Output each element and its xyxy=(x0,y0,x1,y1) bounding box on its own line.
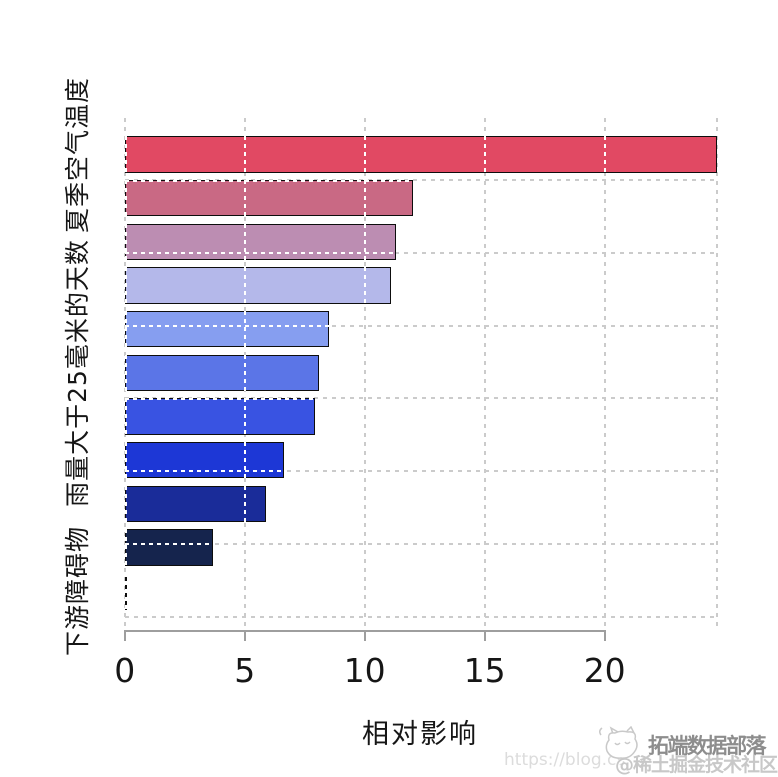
gridline-vertical xyxy=(716,118,718,630)
gridline-horizontal xyxy=(124,615,717,618)
bar-border xyxy=(124,529,214,566)
gridline-vertical-overlay xyxy=(124,398,127,435)
x-tick-label: 15 xyxy=(463,651,506,690)
gridline-vertical-overlay xyxy=(363,136,366,173)
gridline-horizontal-overlay xyxy=(124,251,396,254)
gridline-vertical-overlay xyxy=(243,179,246,217)
gridline-vertical-overlay xyxy=(124,485,127,523)
gridline-horizontal xyxy=(124,179,717,181)
gridline-horizontal xyxy=(124,543,717,545)
bar xyxy=(124,354,320,392)
gridline-vertical-overlay xyxy=(124,441,127,479)
gridline-vertical-overlay xyxy=(243,441,246,479)
y-axis-label: 雨量大于25毫米的天数 xyxy=(63,238,92,507)
gridline-vertical-overlay xyxy=(124,529,127,566)
gridline-vertical-overlay xyxy=(603,136,606,173)
gridline-vertical-overlay xyxy=(363,179,366,217)
gridline-vertical-overlay xyxy=(243,136,246,173)
gridline-horizontal xyxy=(124,470,717,473)
bar-border xyxy=(124,179,413,217)
gridline-vertical-overlay xyxy=(124,179,127,217)
gridline-horizontal-overlay xyxy=(124,179,413,182)
x-tick-mark xyxy=(603,629,606,641)
gridline-horizontal-overlay xyxy=(124,542,214,545)
bar-border xyxy=(124,398,316,435)
bar xyxy=(124,529,214,566)
gridline-vertical xyxy=(483,118,486,630)
gridline-vertical-overlay xyxy=(243,267,246,304)
gridline-vertical-overlay xyxy=(124,223,127,261)
y-axis-label: 夏季空气温度 xyxy=(63,76,92,233)
gridline-horizontal-overlay xyxy=(124,398,316,401)
bar-border xyxy=(124,310,329,348)
gridline-vertical xyxy=(363,118,366,630)
gridline-vertical-overlay xyxy=(483,136,486,173)
bar xyxy=(124,136,718,173)
gridline-vertical-overlay xyxy=(243,354,246,392)
gridline-vertical-overlay xyxy=(124,136,127,173)
gridline-vertical-overlay xyxy=(363,267,366,304)
gridline-vertical xyxy=(603,118,606,630)
gridline-horizontal-overlay xyxy=(124,470,285,473)
gridline-vertical-overlay xyxy=(124,573,127,610)
bar-border xyxy=(124,267,392,304)
y-axis-label: 下游障碍物 xyxy=(63,526,92,657)
x-tick-mark xyxy=(483,629,486,641)
gridline-horizontal xyxy=(124,251,717,254)
gridline-vertical-overlay xyxy=(124,310,127,348)
gridline-vertical-overlay xyxy=(243,485,246,523)
x-tick-mark xyxy=(363,629,366,641)
gridline-vertical-overlay xyxy=(243,398,246,435)
bar-border xyxy=(124,223,396,261)
x-tick-label: 10 xyxy=(343,651,386,690)
x-tick-label: 0 xyxy=(114,651,136,690)
x-tick-mark xyxy=(123,629,126,641)
bar xyxy=(124,310,329,348)
gridline-vertical-overlay xyxy=(124,354,127,392)
gridline-horizontal xyxy=(124,397,717,400)
gridline-vertical-overlay xyxy=(124,267,127,304)
x-tick-label: 20 xyxy=(583,651,626,690)
x-tick-mark xyxy=(243,629,246,641)
bar xyxy=(124,179,413,217)
bar xyxy=(124,573,128,610)
bar xyxy=(124,267,392,304)
bar-border xyxy=(124,441,285,479)
x-tick-label: 5 xyxy=(234,651,256,690)
gridline-vertical-overlay xyxy=(363,223,366,261)
bar xyxy=(124,398,316,435)
bar-border xyxy=(124,354,320,392)
gridline-vertical-overlay xyxy=(243,310,246,348)
gridline-horizontal xyxy=(124,324,717,327)
x-axis-title: 相对影响 xyxy=(362,719,478,750)
bar xyxy=(124,223,396,261)
gridline-horizontal-overlay xyxy=(124,324,329,327)
gridline-vertical-overlay xyxy=(243,223,246,261)
bar xyxy=(124,441,285,479)
bar-border xyxy=(124,136,718,173)
bar xyxy=(124,485,267,523)
